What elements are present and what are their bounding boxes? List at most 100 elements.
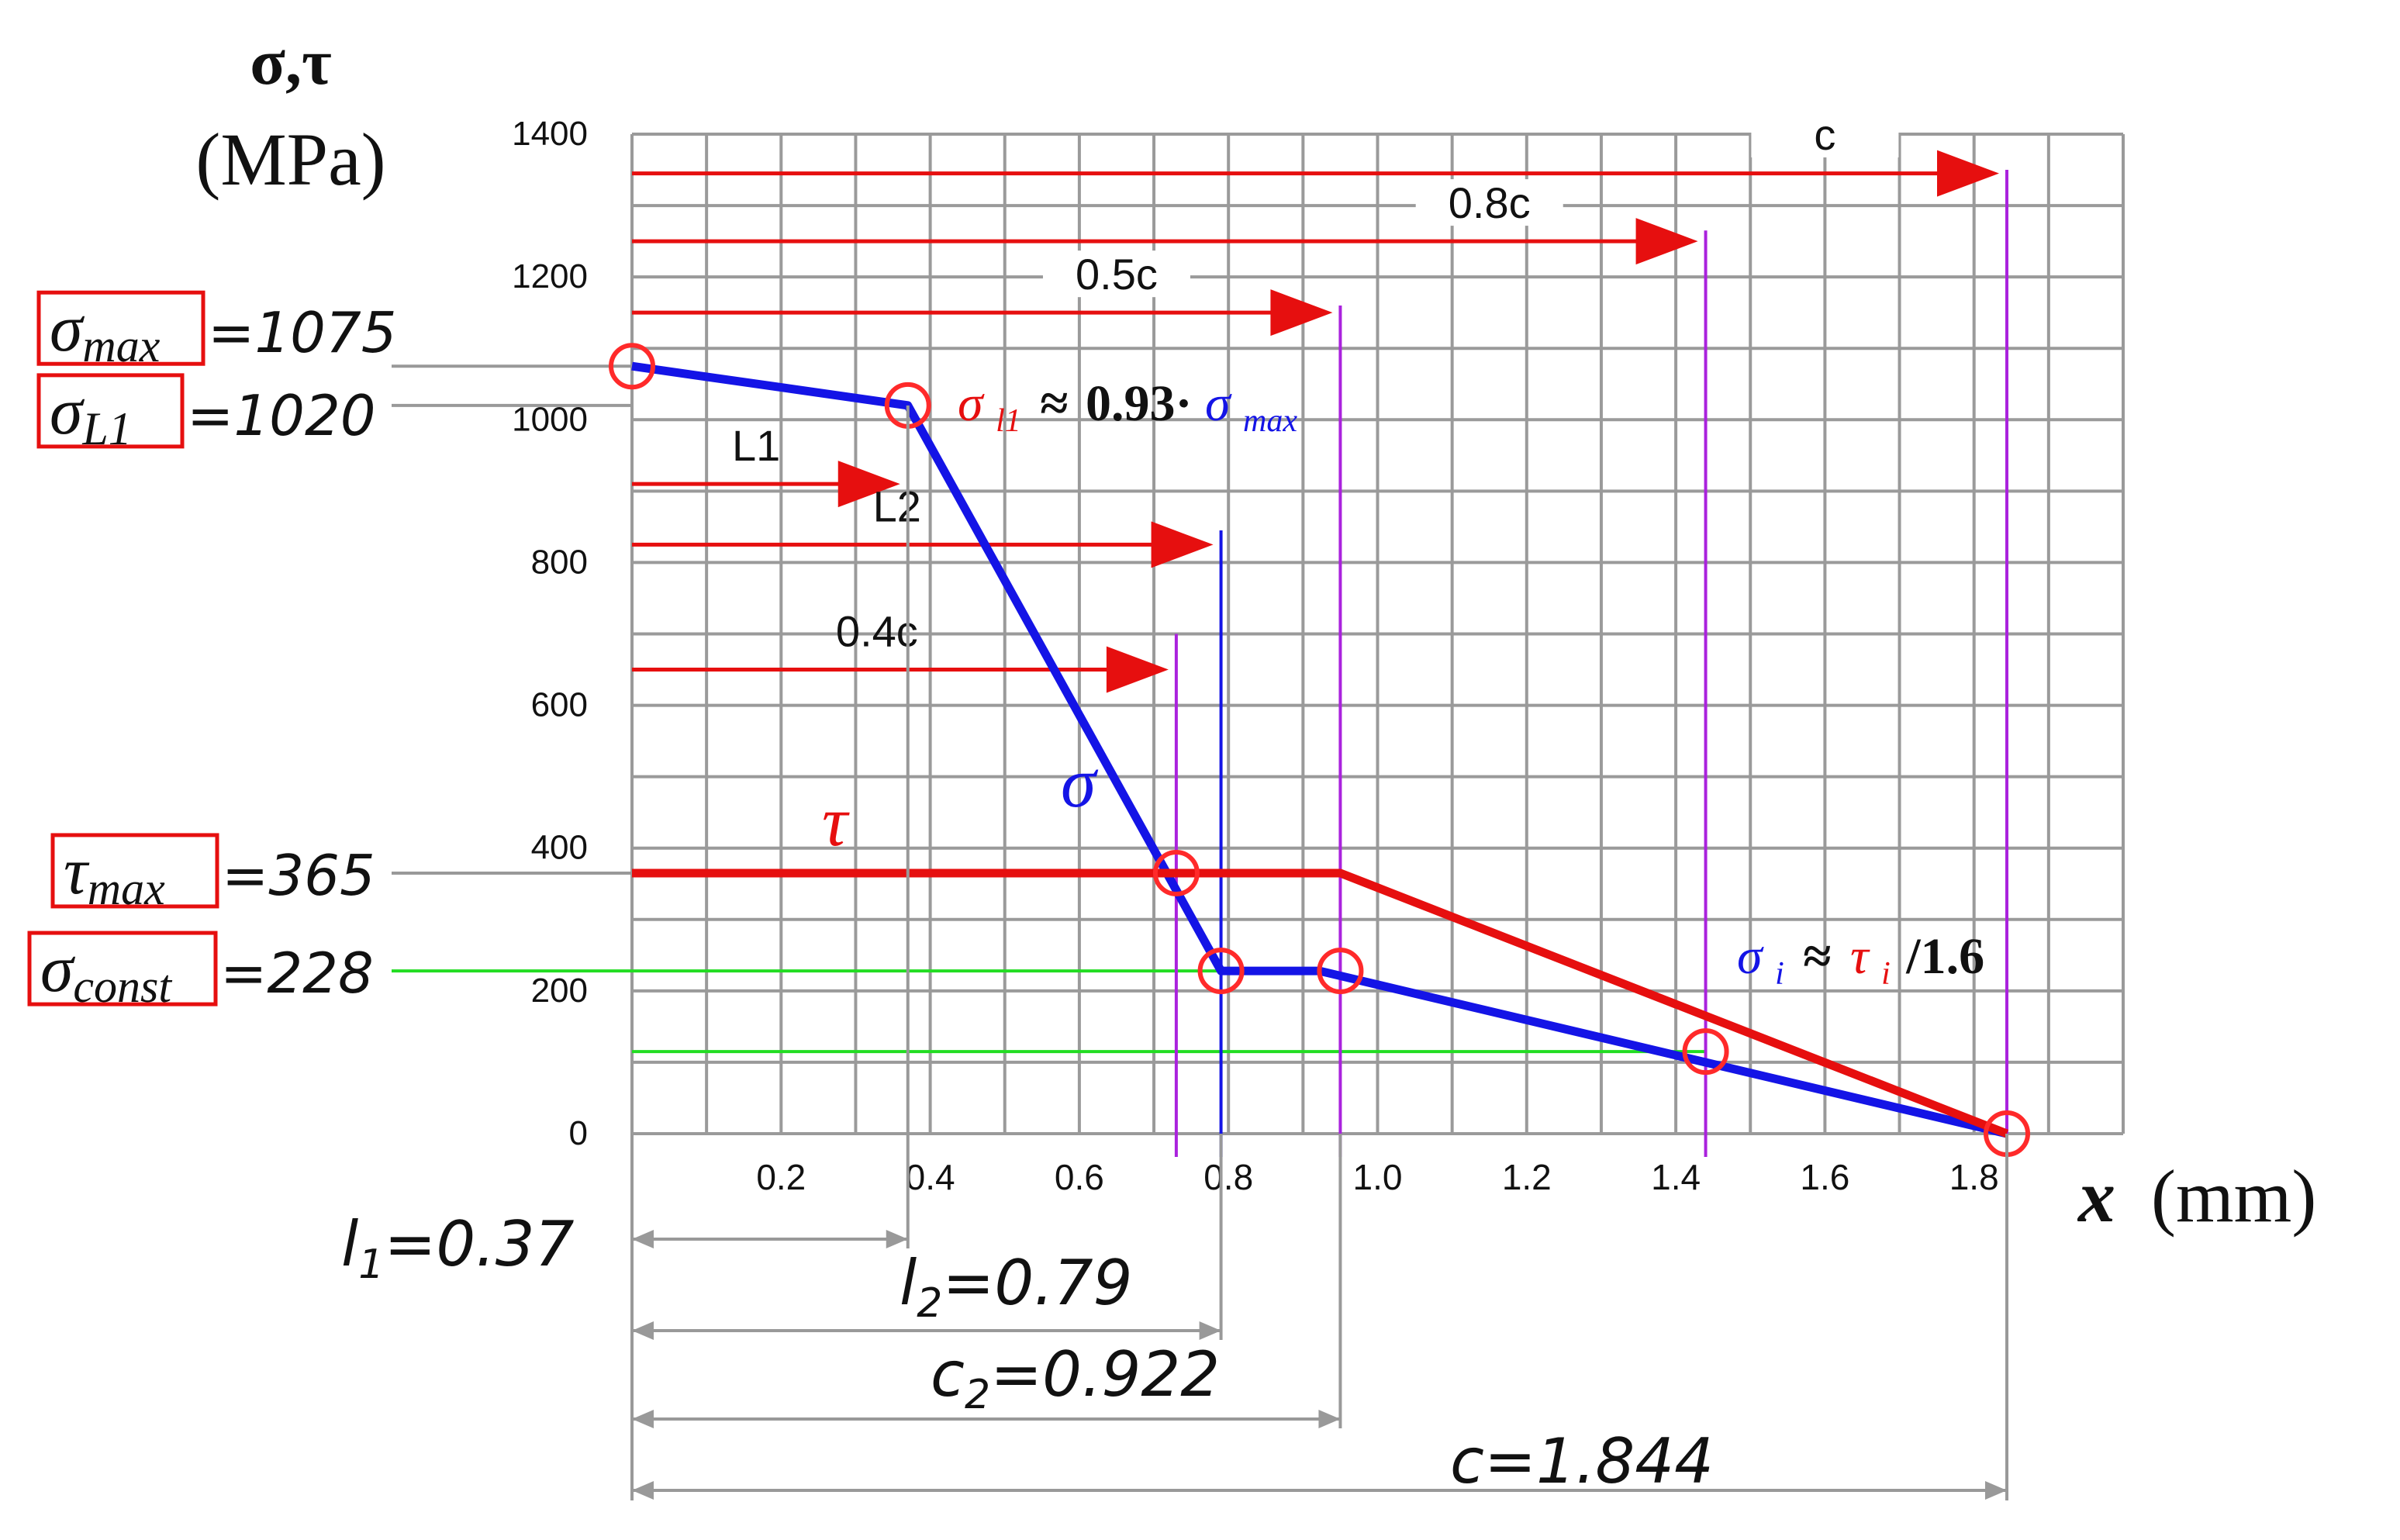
length-arrow-head: [1106, 646, 1169, 693]
length-arrow-head: [1270, 289, 1333, 337]
dimension-label: c=1.844: [1450, 1425, 1714, 1497]
point-marker: [1152, 849, 1200, 896]
series-lines: [631, 361, 2009, 1138]
reference-label: σL1 =1020: [50, 374, 376, 454]
length-arrow-head: [1635, 218, 1698, 265]
point-markers: [609, 343, 2031, 1157]
y-tick-label: 1000: [512, 400, 588, 438]
length-arrow-label-bg: [1751, 111, 1899, 157]
reference-label-box: [36, 373, 185, 449]
point-marker: [1197, 948, 1245, 995]
reference-value: =1020: [187, 383, 376, 448]
relation-bottom-lhs-sub: i: [1775, 956, 1784, 992]
x-tick-label: 1.8: [1949, 1157, 1999, 1197]
reference-subscript: const: [73, 961, 172, 1012]
length-arrow-label-bg: [1415, 179, 1563, 226]
x-tick-label: 0.2: [756, 1157, 806, 1197]
y-tick-label: 200: [531, 972, 588, 1010]
dimension-label-base: c: [1450, 1425, 1484, 1497]
relation-bottom-tail: /1.6: [1905, 928, 1984, 985]
dimension-arrow-left: [632, 1230, 654, 1248]
dimension-label-base: c: [931, 1338, 965, 1411]
reference-label: τmax =365: [64, 834, 375, 914]
length-arrow-label: 0.4c: [836, 607, 918, 656]
dimension-label-rest: =0.37: [384, 1208, 574, 1280]
relation-bottom-lhs: σ: [1737, 928, 1764, 985]
x-tick-label: 0.4: [906, 1157, 955, 1197]
x-tick-label: 1.4: [1651, 1157, 1701, 1197]
dimension-arrow-right: [886, 1230, 908, 1248]
relation-top-coef: 0.93·: [1086, 375, 1193, 432]
dimension-arrow-left: [632, 1321, 654, 1340]
dimension-arrow-left: [632, 1410, 654, 1428]
reference-label-box: [36, 290, 205, 366]
relation-top-rhs: σ: [1205, 375, 1232, 432]
length-arrow-label-bg: [1042, 250, 1190, 298]
point-marker: [609, 343, 655, 390]
length-arrow-head: [1937, 150, 2000, 197]
dimension-label: l2=0.79: [900, 1247, 1132, 1327]
y-tick-label: 800: [531, 543, 588, 581]
x-tick-label: 1.6: [1800, 1157, 1849, 1197]
dimension-label: c2=0.922: [931, 1338, 1220, 1418]
dimension-label-sub: 2: [917, 1280, 942, 1327]
relation-top-approx: ≈: [1040, 375, 1068, 432]
axis-ticks: 0 200 400 600 800 1000 1200 1400 0.2 0.4 0.6 0.8 1.0…: [512, 115, 1999, 1197]
y-tick-label: 1400: [512, 115, 588, 153]
length-arrows: c 0.8c 0.5c L1 L2 0.4c: [632, 110, 2000, 693]
dimension-arrow-right: [1985, 1481, 2008, 1500]
grid: [630, 133, 2125, 1135]
length-arrow-label: 0.8c: [1449, 178, 1531, 227]
point-marker: [1317, 948, 1364, 995]
reference-lines: [392, 364, 1706, 1054]
reference-symbol: σ: [50, 291, 85, 365]
dimension-label-sub: 2: [965, 1372, 990, 1418]
relation-bottom: σ i ≈ τ i /1.6: [1737, 928, 1984, 996]
length-arrow-head: [837, 461, 900, 508]
x-axis-symbol: x: [2077, 1155, 2115, 1238]
dimension-label-sub: 1: [358, 1241, 384, 1288]
reference-symbol: σ: [40, 931, 76, 1006]
x-axis-title: x (mm): [2077, 1155, 2316, 1238]
relation-bottom-rhs-sub: i: [1881, 956, 1891, 992]
reference-symbol: σ: [50, 374, 85, 448]
x-tick-label: 1.0: [1353, 1157, 1403, 1197]
reference-value: =1075: [208, 300, 397, 365]
tau-curve-label: τ: [822, 782, 850, 861]
y-axis-symbols: σ,τ: [250, 26, 331, 98]
relation-bottom-approx: ≈: [1803, 928, 1831, 985]
relation-top-lhs-sub: l1: [996, 403, 1021, 439]
reference-label: σconst =228: [40, 931, 374, 1012]
length-arrow-label: L1: [732, 421, 780, 470]
reference-symbol: τ: [64, 834, 90, 908]
relation-bottom-rhs: τ: [1850, 928, 1870, 985]
sigma-series-line: [631, 361, 2008, 1138]
sigma-curve-label: σ: [1061, 743, 1099, 822]
dimension-label-base: l: [341, 1208, 358, 1280]
dimension-label-rest: =0.79: [942, 1247, 1132, 1319]
length-arrow-head: [1151, 521, 1214, 568]
dimension-arrow-right: [1318, 1410, 1341, 1428]
relation-top-rhs-sub: max: [1243, 403, 1297, 439]
relation-top: σ l1 ≈ 0.93· σ max: [958, 375, 1297, 443]
reference-subscript: L1: [81, 403, 131, 454]
dimension-label-rest: =1.844: [1484, 1425, 1714, 1497]
x-tick-label: 0.8: [1203, 1157, 1253, 1197]
reference-subscript: max: [82, 320, 160, 371]
dimension-arrow-left: [632, 1481, 654, 1500]
reference-label-box: [50, 833, 219, 909]
y-tick-label: 1200: [512, 257, 588, 295]
reference-label: σmax =1075: [50, 291, 397, 371]
dimension-arrow-right: [1199, 1321, 1221, 1340]
x-axis-units: (mm): [2151, 1155, 2316, 1238]
dimension-label: l1=0.37: [341, 1208, 575, 1288]
reference-label-box: [27, 931, 218, 1007]
y-tick-label: 400: [531, 829, 588, 867]
x-tick-label: 1.2: [1502, 1157, 1552, 1197]
reference-subscript: max: [88, 863, 165, 914]
tau-series-line: [632, 868, 2009, 1138]
x-tick-label: 0.6: [1055, 1157, 1104, 1197]
